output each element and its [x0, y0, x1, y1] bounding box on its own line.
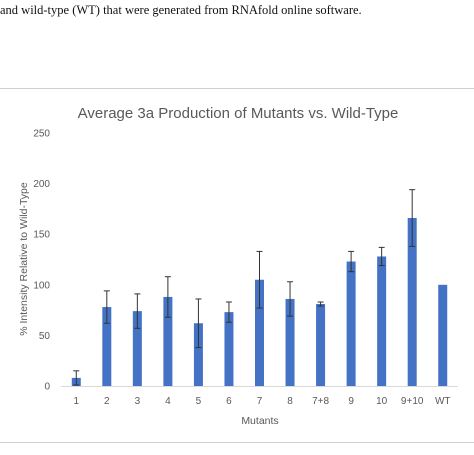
bars [71, 218, 448, 386]
y-axis-label: % Intensity Relative to Wild-Type [18, 182, 30, 336]
error-bar [317, 301, 324, 307]
error-bar [73, 370, 80, 386]
y-tick-label: 200 [33, 179, 50, 190]
chart-border-top [0, 88, 474, 89]
bar [102, 307, 112, 386]
bar [163, 296, 173, 386]
bar [438, 284, 448, 386]
bar [346, 261, 356, 386]
chart-border-bottom [0, 442, 474, 443]
error-bar [409, 189, 416, 247]
bar [285, 298, 295, 386]
error-bar [287, 281, 294, 317]
error-bar [134, 293, 141, 329]
x-ticks: 1 2 3 4 5 6 7 8 7+8 9 10 9+10 WT [73, 396, 450, 407]
x-tick-label: 1 [73, 396, 79, 407]
y-tick-label: 150 [33, 230, 50, 241]
bar [316, 304, 326, 386]
bar [255, 279, 264, 386]
caption-fragment: and wild-type (WT) that were generated f… [0, 0, 474, 20]
x-tick-label: 9+10 [401, 396, 424, 407]
x-tick-label: 7+8 [312, 396, 329, 407]
error-bar [378, 246, 385, 267]
y-ticks: 0 50 100 150 200 250 [33, 129, 50, 393]
error-bar [256, 250, 263, 309]
error-bars [73, 189, 416, 386]
error-bar [195, 298, 202, 349]
y-tick-label: 100 [33, 280, 50, 291]
bar [407, 218, 417, 386]
bar [193, 323, 203, 386]
bar [377, 256, 387, 386]
x-tick-label: 4 [165, 396, 171, 407]
y-tick-label: 250 [33, 129, 50, 140]
bar [224, 312, 234, 386]
x-axis-label: Mutants [241, 415, 278, 427]
error-bar [164, 276, 171, 318]
x-tick-label: WT [435, 396, 451, 407]
x-tick-label: 8 [287, 396, 293, 407]
y-tick-label: 50 [39, 331, 51, 342]
x-tick-label: 3 [135, 396, 141, 407]
y-tick-label: 0 [44, 382, 50, 393]
chart-title: Average 3a Production of Mutants vs. Wil… [78, 105, 399, 122]
x-tick-label: 9 [348, 396, 354, 407]
error-bar [103, 290, 110, 324]
error-bar [225, 301, 232, 323]
x-tick-label: 10 [376, 396, 388, 407]
x-tick-label: 2 [104, 396, 110, 407]
caption-text: and wild-type (WT) that were generated f… [0, 3, 362, 17]
bar [132, 311, 142, 386]
x-tick-label: 7 [257, 396, 263, 407]
x-tick-label: 6 [226, 396, 232, 407]
x-tick-label: 5 [196, 396, 202, 407]
error-bar [348, 250, 355, 273]
